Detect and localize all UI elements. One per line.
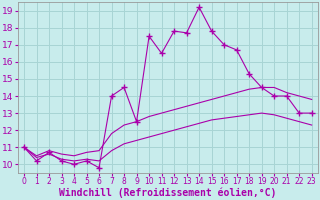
X-axis label: Windchill (Refroidissement éolien,°C): Windchill (Refroidissement éolien,°C): [59, 187, 276, 198]
